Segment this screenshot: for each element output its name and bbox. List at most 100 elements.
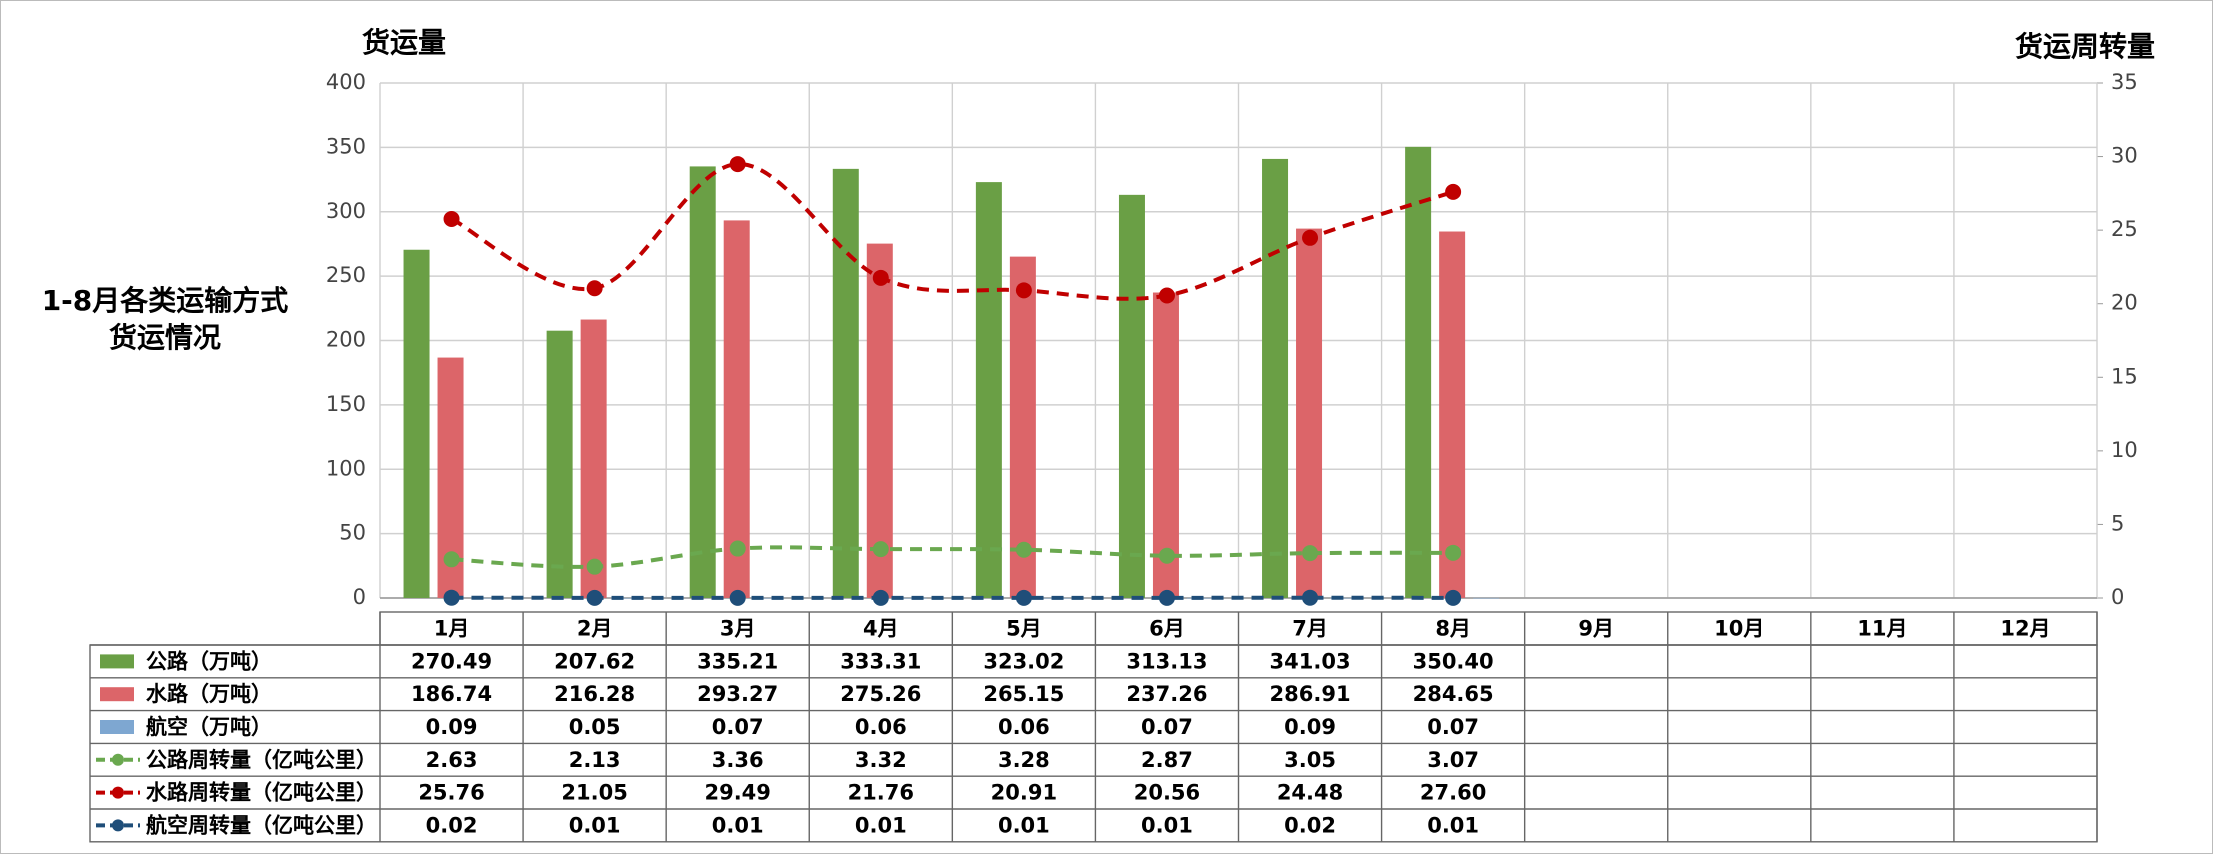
line [450,162,1454,301]
line-marker [1158,589,1175,606]
table-cell: 3.36 [712,748,764,772]
table-cell: 0.07 [712,715,764,739]
x-tick-label: 1月 [434,617,470,641]
bar [614,597,641,599]
line-marker [872,269,889,286]
bar [689,166,716,599]
line-marker [1445,183,1462,200]
table-cell: 0.01 [1427,813,1479,837]
y2-tick-label: 15 [2111,364,2138,388]
table-cell: 2.63 [426,748,478,772]
line-marker [443,589,460,606]
table-cell: 265.15 [983,682,1064,706]
table-cell: 323.02 [983,649,1064,673]
table-cell: 3.32 [855,748,907,772]
y-tick-label: 0 [353,585,366,609]
x-tick-label: 5月 [1006,617,1042,641]
table-cell: 207.62 [554,649,635,673]
line-marker [1015,282,1032,299]
table-cell: 270.49 [411,649,492,673]
table-cell: 237.26 [1126,682,1207,706]
y2-tick-label: 25 [2111,217,2138,241]
line-marker [1445,544,1462,561]
table-cell: 341.03 [1270,649,1351,673]
table-cell: 2.87 [1141,748,1193,772]
bar [1262,158,1289,598]
table-cell: 0.01 [569,813,621,837]
line-marker [1015,589,1032,606]
table-cell: 0.09 [426,715,478,739]
x-tick-label: 9月 [1578,617,1614,641]
line-marker [1302,229,1319,246]
line-marker [729,540,746,557]
line-marker [872,589,889,606]
line-marker [1015,541,1032,558]
table-cell: 0.07 [1427,715,1479,739]
table-cell: 350.40 [1413,649,1494,673]
bar [471,597,498,599]
x-tick-label: 7月 [1292,617,1328,641]
bar [1439,231,1466,598]
y-tick-label: 350 [326,134,366,158]
table-cell: 186.74 [411,682,492,706]
legend-label: 公路（万吨） [146,649,272,673]
table-cell: 0.02 [1284,813,1336,837]
line-marker [586,589,603,606]
table-cell: 3.28 [998,748,1050,772]
legend-marker [112,819,124,832]
y2-tick-label: 35 [2111,70,2138,94]
chart-title: 货运情况 [109,321,221,354]
table-cell: 284.65 [1413,682,1494,706]
table-cell: 3.05 [1284,748,1336,772]
line-marker [443,551,460,568]
bar [580,319,607,598]
y-tick-label: 150 [326,392,366,416]
bar [866,243,893,598]
bar [832,168,859,598]
bar [723,220,750,599]
table-cell: 293.27 [697,682,778,706]
legend-marker [112,786,124,799]
y-tick-label: 400 [326,70,366,94]
table-cell: 20.91 [991,781,1057,805]
table-cell: 335.21 [697,649,778,673]
x-tick-label: 4月 [863,617,899,641]
table-cell: 2.13 [569,748,621,772]
bar [403,249,430,598]
x-tick-label: 8月 [1435,617,1471,641]
y-tick-label: 250 [326,263,366,287]
legend-label: 航空周转量（亿吨公里） [146,813,377,837]
line-marker [586,280,603,297]
bar [546,330,573,598]
bar [1118,194,1145,598]
y-axis-title: 货运量 [362,26,446,59]
bar [1296,228,1323,598]
table-cell: 0.05 [569,715,621,739]
bar [1473,597,1500,599]
table-cell: 333.31 [840,649,921,673]
table-cell: 0.01 [855,813,907,837]
table-cell: 0.01 [1141,813,1193,837]
y-tick-label: 50 [339,521,366,545]
table-cell: 0.09 [1284,715,1336,739]
table-cell: 216.28 [554,682,635,706]
table-cell: 286.91 [1270,682,1351,706]
table-cell: 0.02 [426,813,478,837]
y-tick-label: 200 [326,328,366,352]
line-marker [729,589,746,606]
legend-swatch [100,720,134,734]
y2-tick-label: 30 [2111,144,2138,168]
line-marker [586,558,603,575]
table-cell: 24.48 [1277,781,1343,805]
bar [757,597,784,599]
table-cell: 21.76 [848,781,914,805]
line-marker [1158,547,1175,564]
table-cell: 29.49 [704,781,770,805]
table-cell: 0.01 [998,813,1050,837]
y2-tick-label: 20 [2111,291,2138,315]
legend-label: 水路（万吨） [146,682,272,706]
line-marker [872,541,889,558]
legend-label: 水路周转量（亿吨公里） [146,781,377,805]
